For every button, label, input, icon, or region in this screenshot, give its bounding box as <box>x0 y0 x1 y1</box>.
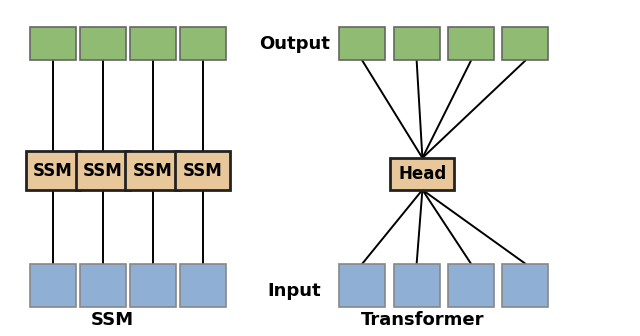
FancyBboxPatch shape <box>130 27 175 60</box>
FancyBboxPatch shape <box>125 151 180 190</box>
FancyBboxPatch shape <box>502 27 548 60</box>
FancyBboxPatch shape <box>448 27 494 60</box>
FancyBboxPatch shape <box>339 264 385 307</box>
FancyBboxPatch shape <box>394 27 440 60</box>
Text: Transformer: Transformer <box>361 311 484 329</box>
Text: SSM: SSM <box>182 162 223 179</box>
FancyBboxPatch shape <box>448 264 494 307</box>
FancyBboxPatch shape <box>76 151 130 190</box>
FancyBboxPatch shape <box>130 264 175 307</box>
FancyBboxPatch shape <box>30 264 76 307</box>
FancyBboxPatch shape <box>502 264 548 307</box>
FancyBboxPatch shape <box>179 27 226 60</box>
Text: SSM: SSM <box>33 162 73 179</box>
Text: Output: Output <box>259 35 330 53</box>
FancyBboxPatch shape <box>80 264 125 307</box>
Text: Input: Input <box>268 282 321 300</box>
FancyBboxPatch shape <box>80 27 125 60</box>
FancyBboxPatch shape <box>30 27 76 60</box>
FancyBboxPatch shape <box>179 264 226 307</box>
FancyBboxPatch shape <box>394 264 440 307</box>
FancyBboxPatch shape <box>390 158 454 190</box>
FancyBboxPatch shape <box>175 151 230 190</box>
Text: SSM: SSM <box>132 162 173 179</box>
Text: SSM: SSM <box>83 162 123 179</box>
Text: Head: Head <box>398 165 447 183</box>
FancyBboxPatch shape <box>26 151 80 190</box>
FancyBboxPatch shape <box>339 27 385 60</box>
Text: SSM: SSM <box>90 311 134 329</box>
